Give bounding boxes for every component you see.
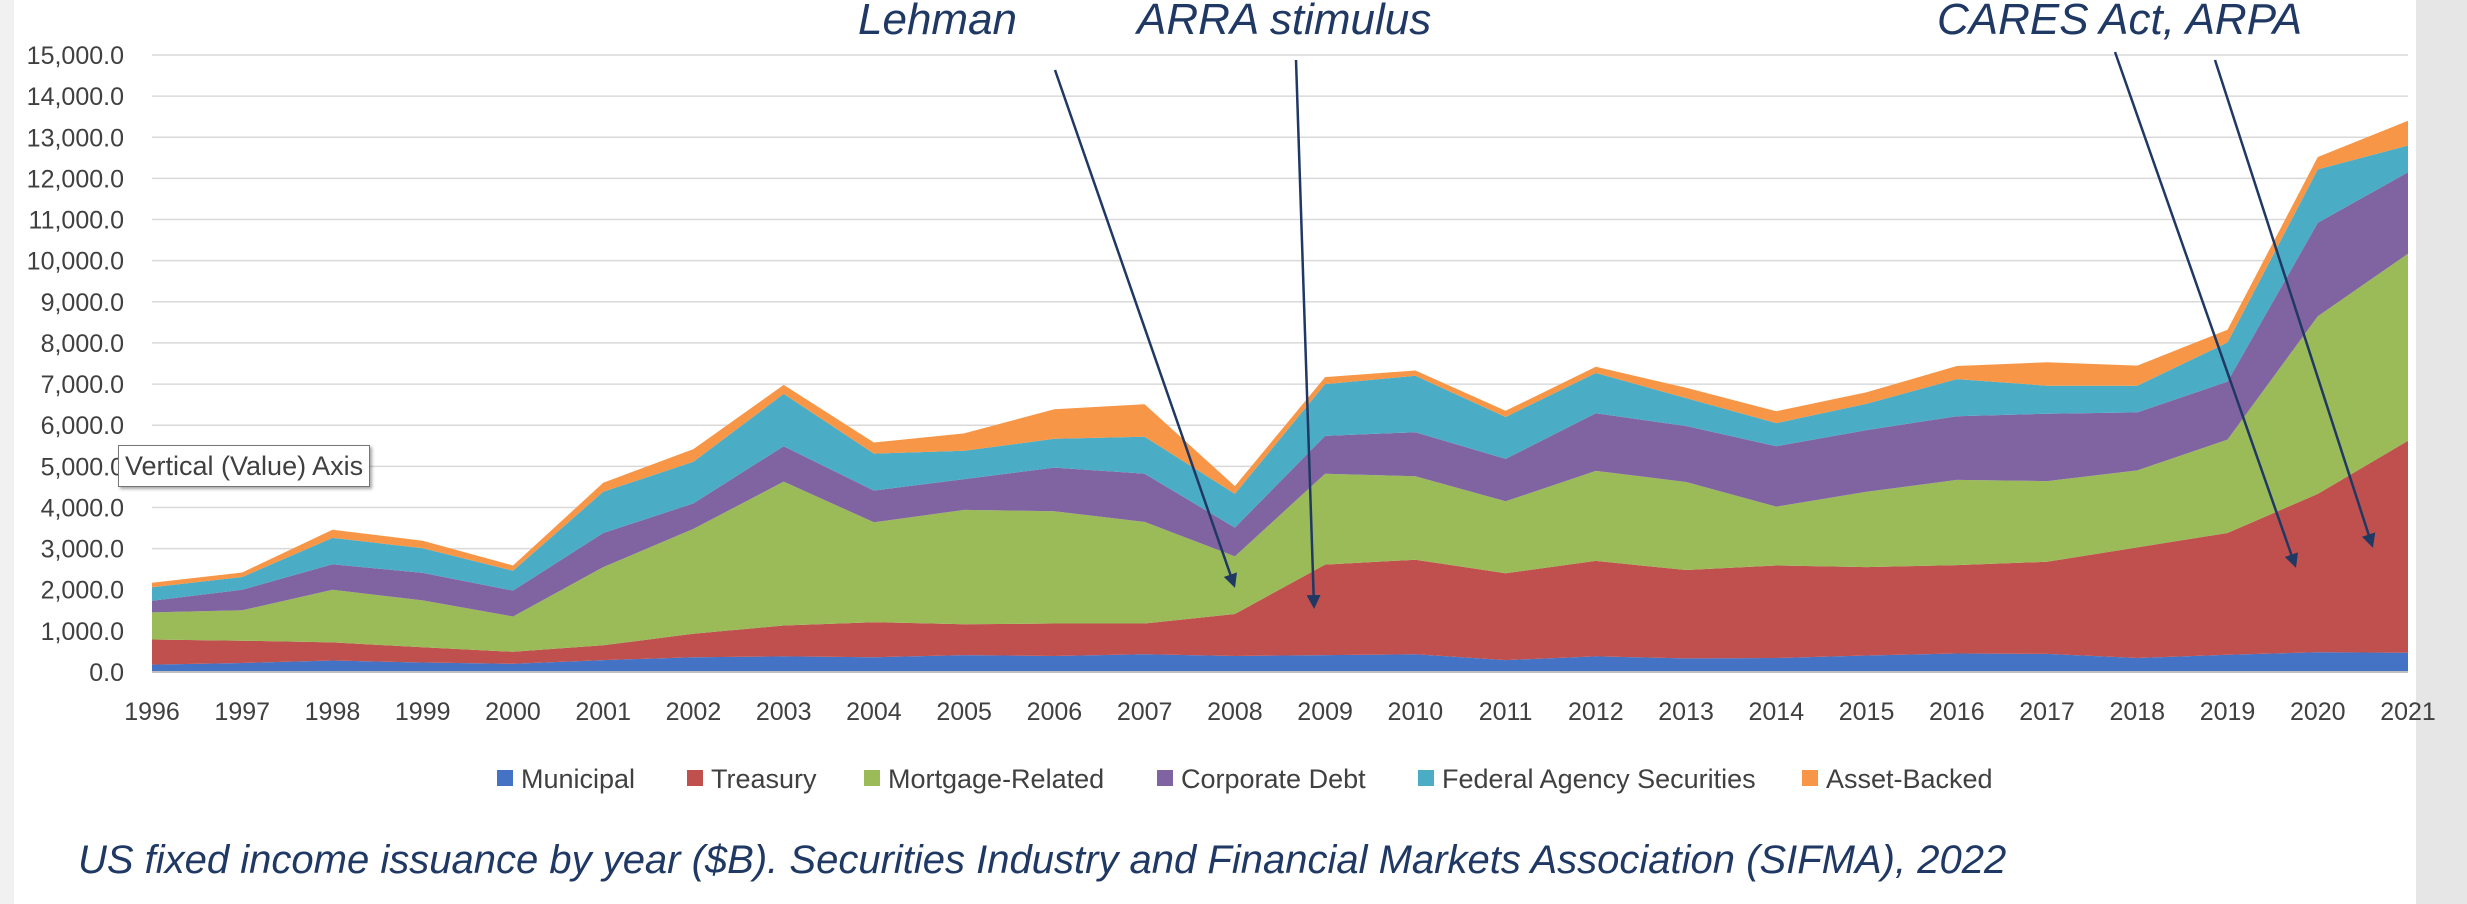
legend-swatch bbox=[1157, 770, 1173, 786]
x-tick-label: 2013 bbox=[1658, 698, 1714, 726]
legend-label: Municipal bbox=[521, 764, 635, 794]
y-tick-label: 3,000.0 bbox=[41, 536, 124, 564]
legend-swatch bbox=[864, 770, 880, 786]
y-tick-label: 10,000.0 bbox=[27, 248, 124, 276]
x-tick-label: 2010 bbox=[1388, 698, 1444, 726]
x-tick-label: 2011 bbox=[1479, 698, 1533, 726]
axis-tooltip: Vertical (Value) Axis bbox=[118, 445, 370, 487]
x-tick-label: 2009 bbox=[1297, 698, 1353, 726]
legend-swatch bbox=[1418, 770, 1434, 786]
y-tick-label: 8,000.0 bbox=[41, 330, 124, 358]
x-tick-label: 2018 bbox=[2109, 698, 2165, 726]
x-tick-label: 2007 bbox=[1117, 698, 1173, 726]
y-axis-tick-labels: 0.0 1,000.0 2,000.0 3,000.0 4,000.0 5,000.0 6,… bbox=[27, 42, 124, 687]
x-tick-label: 1996 bbox=[124, 698, 180, 726]
legend-item[interactable]: Treasury bbox=[687, 764, 817, 794]
x-tick-label: 2015 bbox=[1839, 698, 1895, 726]
y-tick-label: 9,000.0 bbox=[41, 289, 124, 317]
stacked-areas bbox=[152, 121, 2408, 672]
y-tick-label: 15,000.0 bbox=[27, 42, 124, 70]
x-tick-label: 2001 bbox=[575, 698, 631, 726]
legend-item[interactable]: Mortgage-Related bbox=[864, 764, 1104, 794]
x-tick-label: 2021 bbox=[2380, 698, 2436, 726]
y-tick-label: 14,000.0 bbox=[27, 83, 124, 111]
x-tick-label: 2005 bbox=[936, 698, 992, 726]
annotation-arra: ARRA stimulus bbox=[1134, 0, 1431, 44]
annotation-lehman: Lehman bbox=[858, 0, 1017, 44]
x-tick-label: 1999 bbox=[395, 698, 451, 726]
legend[interactable]: Municipal Treasury Mortgage-Related Corpora… bbox=[497, 764, 1993, 794]
legend-label: Federal Agency Securities bbox=[1442, 764, 1756, 794]
x-tick-label: 2002 bbox=[666, 698, 722, 726]
y-tick-label: 4,000.0 bbox=[41, 494, 124, 522]
x-tick-label: 2004 bbox=[846, 698, 902, 726]
x-tick-label: 2012 bbox=[1568, 698, 1624, 726]
x-tick-label: 1998 bbox=[305, 698, 361, 726]
legend-swatch bbox=[687, 770, 703, 786]
legend-item[interactable]: Corporate Debt bbox=[1157, 764, 1366, 794]
x-tick-label: 2003 bbox=[756, 698, 812, 726]
x-tick-label: 2014 bbox=[1749, 698, 1805, 726]
x-tick-label: 2020 bbox=[2290, 698, 2346, 726]
y-tick-label: 5,000.0 bbox=[41, 453, 124, 481]
y-tick-label: 1,000.0 bbox=[41, 618, 124, 646]
x-tick-label: 2006 bbox=[1027, 698, 1083, 726]
y-tick-label: 6,000.0 bbox=[41, 412, 124, 440]
legend-swatch bbox=[1802, 770, 1818, 786]
x-tick-label: 2017 bbox=[2019, 698, 2075, 726]
legend-label: Mortgage-Related bbox=[888, 764, 1104, 794]
x-axis-tick-labels: 1996 1997 1998 1999 2000 2001 2002 2003 2004 2005… bbox=[124, 672, 2436, 726]
annotation-cares-arpa: CARES Act, ARPA bbox=[1937, 0, 2302, 44]
legend-label: Corporate Debt bbox=[1181, 764, 1366, 794]
chart-caption: US fixed income issuance by year ($B). S… bbox=[78, 838, 2006, 883]
y-tick-label: 12,000.0 bbox=[27, 165, 124, 193]
y-tick-label: 11,000.0 bbox=[29, 207, 124, 235]
x-tick-label: 2008 bbox=[1207, 698, 1263, 726]
legend-item[interactable]: Federal Agency Securities bbox=[1418, 764, 1756, 794]
y-tick-label: 0.0 bbox=[89, 659, 124, 687]
x-tick-label: 1997 bbox=[214, 698, 270, 726]
legend-item[interactable]: Municipal bbox=[497, 764, 635, 794]
legend-swatch bbox=[497, 770, 513, 786]
x-tick-label: 2016 bbox=[1929, 698, 1985, 726]
x-tick-label: 2000 bbox=[485, 698, 541, 726]
x-tick-label: 2019 bbox=[2200, 698, 2256, 726]
legend-item[interactable]: Asset-Backed bbox=[1802, 764, 1993, 794]
y-tick-label: 2,000.0 bbox=[41, 577, 124, 605]
y-tick-label: 7,000.0 bbox=[41, 371, 124, 399]
legend-label: Asset-Backed bbox=[1826, 764, 1993, 794]
y-tick-label: 13,000.0 bbox=[27, 124, 124, 152]
legend-label: Treasury bbox=[711, 764, 817, 794]
